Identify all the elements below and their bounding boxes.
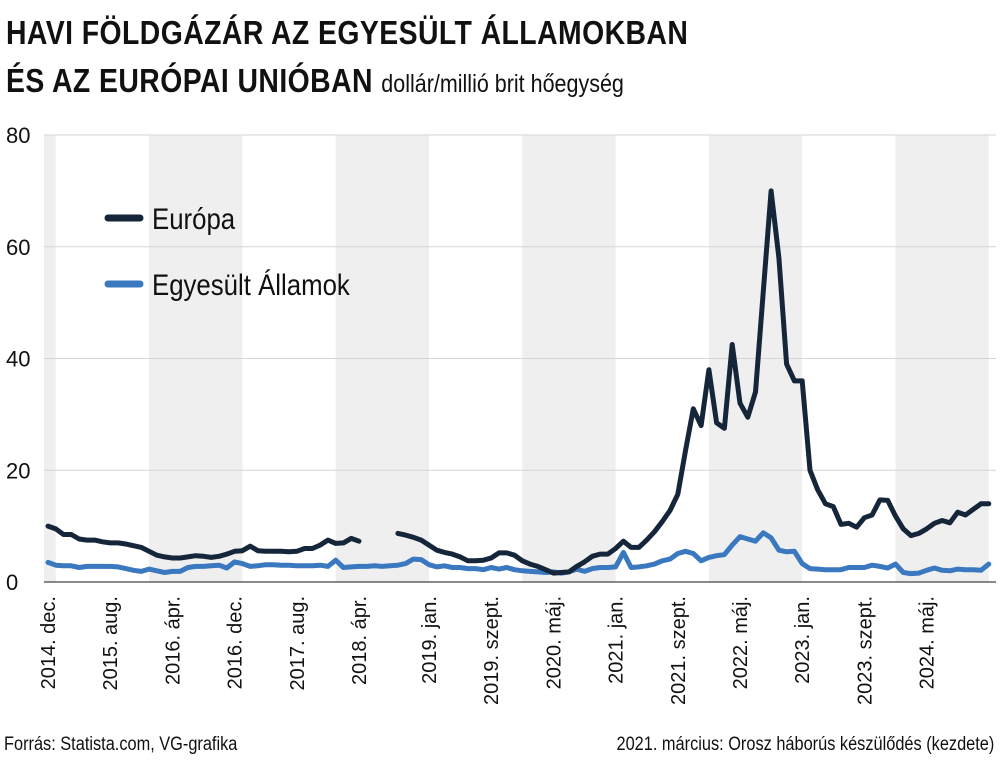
x-tick-label: 2024. máj.: [917, 596, 939, 689]
y-tick-label: 20: [6, 458, 30, 483]
source-note: Forrás: Statista.com, VG-grafika: [4, 734, 238, 755]
x-tick-label: 2020. máj.: [543, 596, 565, 689]
x-tick-label: 2023. jan.: [792, 596, 814, 684]
chart-title-line2: ÉS AZ EURÓPAI UNIÓBAN dollár/millió brit…: [6, 62, 624, 100]
legend-label: Egyesült Államok: [152, 268, 351, 301]
chart-series: [45, 188, 992, 577]
unit-label: dollár/millió brit hőegység: [381, 70, 624, 98]
x-tick-label: 2019. szept.: [481, 596, 503, 705]
x-tick-label: 2022. máj.: [730, 596, 752, 689]
y-axis-ticks: 0 20 40 60 80: [6, 123, 30, 595]
chart-title-line2-text: ÉS AZ EURÓPAI UNIÓBAN: [6, 62, 373, 99]
y-tick-label: 40: [6, 347, 30, 372]
chart-legend: Európa Egyesült Államok: [104, 202, 351, 301]
x-tick-label: 2016. dec.: [225, 596, 247, 689]
series-line-usa: [45, 530, 992, 577]
x-tick-label: 2015. aug.: [100, 596, 122, 691]
x-tick-label: 2021. szept.: [668, 596, 690, 705]
chart-gridlines: [44, 134, 996, 583]
x-tick-label: 2014. dec.: [38, 596, 60, 689]
chart-title-line1: HAVI FÖLDGÁZÁR AZ EGYESÜLT ÁLLAMOKBAN: [6, 14, 689, 51]
x-tick-label: 2019. jan.: [419, 596, 441, 684]
series-line-europe: [45, 188, 992, 576]
footnote: 2021. március: Orosz háborús készülődés …: [616, 734, 994, 755]
x-tick-label: 2021. jan.: [606, 596, 628, 684]
x-tick-label: 2017. aug.: [287, 596, 309, 691]
y-tick-label: 0: [6, 570, 18, 595]
y-tick-label: 80: [6, 123, 30, 148]
x-tick-label: 2023. szept.: [854, 596, 876, 705]
x-tick-label: 2016. ápr.: [162, 596, 184, 685]
x-tick-label: 2018. ápr.: [349, 596, 371, 685]
y-tick-label: 60: [6, 235, 30, 260]
legend-label: Európa: [152, 202, 236, 235]
x-axis-ticks: 2014. dec. 2015. aug. 2016. ápr. 2016. dec.…: [38, 596, 939, 705]
